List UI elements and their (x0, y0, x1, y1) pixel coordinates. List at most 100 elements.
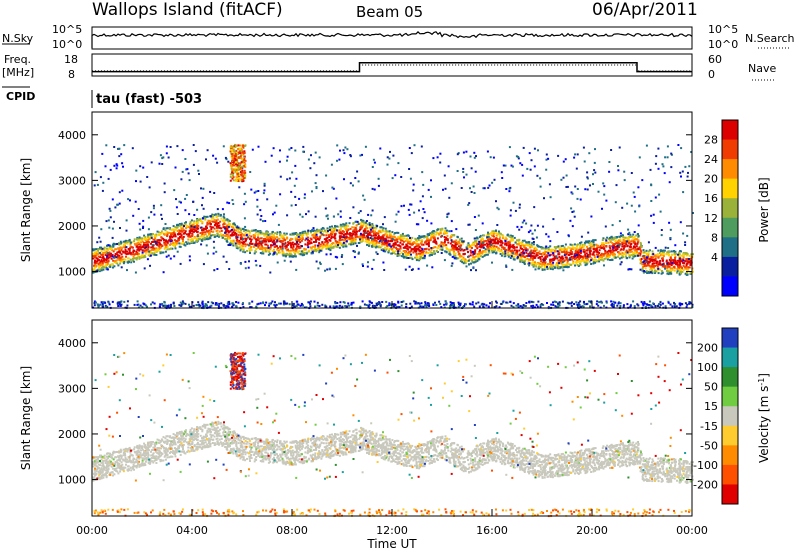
power-point (254, 243, 257, 246)
power-point (400, 255, 403, 258)
power-point (199, 232, 202, 235)
power-point (441, 246, 444, 249)
power-point (457, 250, 460, 253)
power-point (666, 251, 669, 254)
power-point (559, 247, 562, 250)
power-point (111, 236, 114, 239)
power-point (432, 252, 435, 255)
power-point (554, 255, 556, 258)
power-point (510, 238, 513, 241)
power-point (383, 243, 386, 246)
power-point (490, 234, 493, 237)
power-point (321, 230, 324, 233)
power-point (436, 231, 439, 234)
power-point (506, 241, 509, 244)
power-point (380, 244, 383, 247)
power-point (171, 239, 174, 242)
power-point (105, 268, 108, 271)
power-point (361, 237, 364, 240)
power-point (670, 258, 672, 261)
power-point (216, 208, 219, 211)
power-point (557, 263, 560, 266)
power-point (589, 248, 592, 251)
power-point (303, 249, 306, 252)
power-point (602, 246, 605, 248)
power-point (567, 234, 570, 237)
power-point (520, 259, 523, 262)
power-point (281, 245, 284, 248)
power-point (432, 157, 435, 160)
power-point (170, 232, 172, 235)
power-point (423, 235, 426, 238)
power-point (241, 241, 244, 244)
power-point (168, 239, 170, 242)
power-point (585, 245, 588, 248)
power-point (106, 268, 109, 271)
power-point (165, 227, 168, 230)
power-point (422, 183, 425, 186)
power-point (677, 264, 680, 267)
power-point (522, 243, 525, 246)
power-point (386, 163, 389, 166)
power-point (198, 235, 201, 238)
power-point (152, 204, 155, 207)
power-point (193, 220, 196, 223)
power-point (621, 241, 624, 244)
power-point (655, 155, 658, 158)
power-point (611, 224, 614, 227)
power-point (295, 246, 298, 249)
power-point (118, 254, 121, 257)
power-point (502, 164, 505, 167)
power-point (260, 243, 263, 246)
power-point (257, 238, 260, 241)
power-point (211, 213, 214, 216)
power-point (588, 250, 591, 252)
power-point (158, 162, 161, 165)
power-point (289, 244, 292, 247)
power-point (101, 263, 104, 266)
power-point (416, 248, 419, 251)
power-point (205, 215, 208, 218)
power-point (373, 188, 376, 191)
power-point (578, 246, 581, 249)
power-point (594, 171, 597, 174)
power-point (524, 247, 527, 250)
power-point (646, 262, 649, 265)
power-point (317, 249, 320, 252)
power-point (326, 214, 329, 217)
power-point (680, 269, 682, 271)
power-point (603, 247, 606, 250)
power-point (301, 235, 304, 237)
power-point (543, 263, 545, 266)
power-point (273, 234, 275, 237)
power-point (275, 244, 278, 247)
power-point (318, 236, 321, 239)
power-point (571, 192, 574, 195)
power-point (462, 256, 465, 259)
power-point (608, 255, 611, 258)
power-point (211, 226, 214, 229)
power-point (187, 241, 190, 244)
power-point (633, 246, 636, 249)
power-point (622, 248, 625, 251)
power-point (105, 251, 108, 254)
power-point (343, 152, 346, 155)
power-point (320, 249, 323, 252)
power-point (662, 264, 665, 267)
power-point (576, 153, 579, 156)
power-point (470, 247, 473, 249)
power-point (425, 248, 428, 251)
power-point (391, 231, 394, 234)
power-point (495, 200, 497, 203)
power-point (320, 228, 323, 231)
power-point (93, 264, 96, 267)
power-point (590, 245, 593, 248)
power-point (364, 145, 367, 148)
power-point (517, 157, 520, 160)
power-point (565, 174, 568, 177)
power-point (483, 234, 486, 237)
power-point (423, 211, 426, 214)
power-point (295, 268, 298, 271)
power-point (481, 253, 484, 256)
power-point (272, 213, 274, 216)
